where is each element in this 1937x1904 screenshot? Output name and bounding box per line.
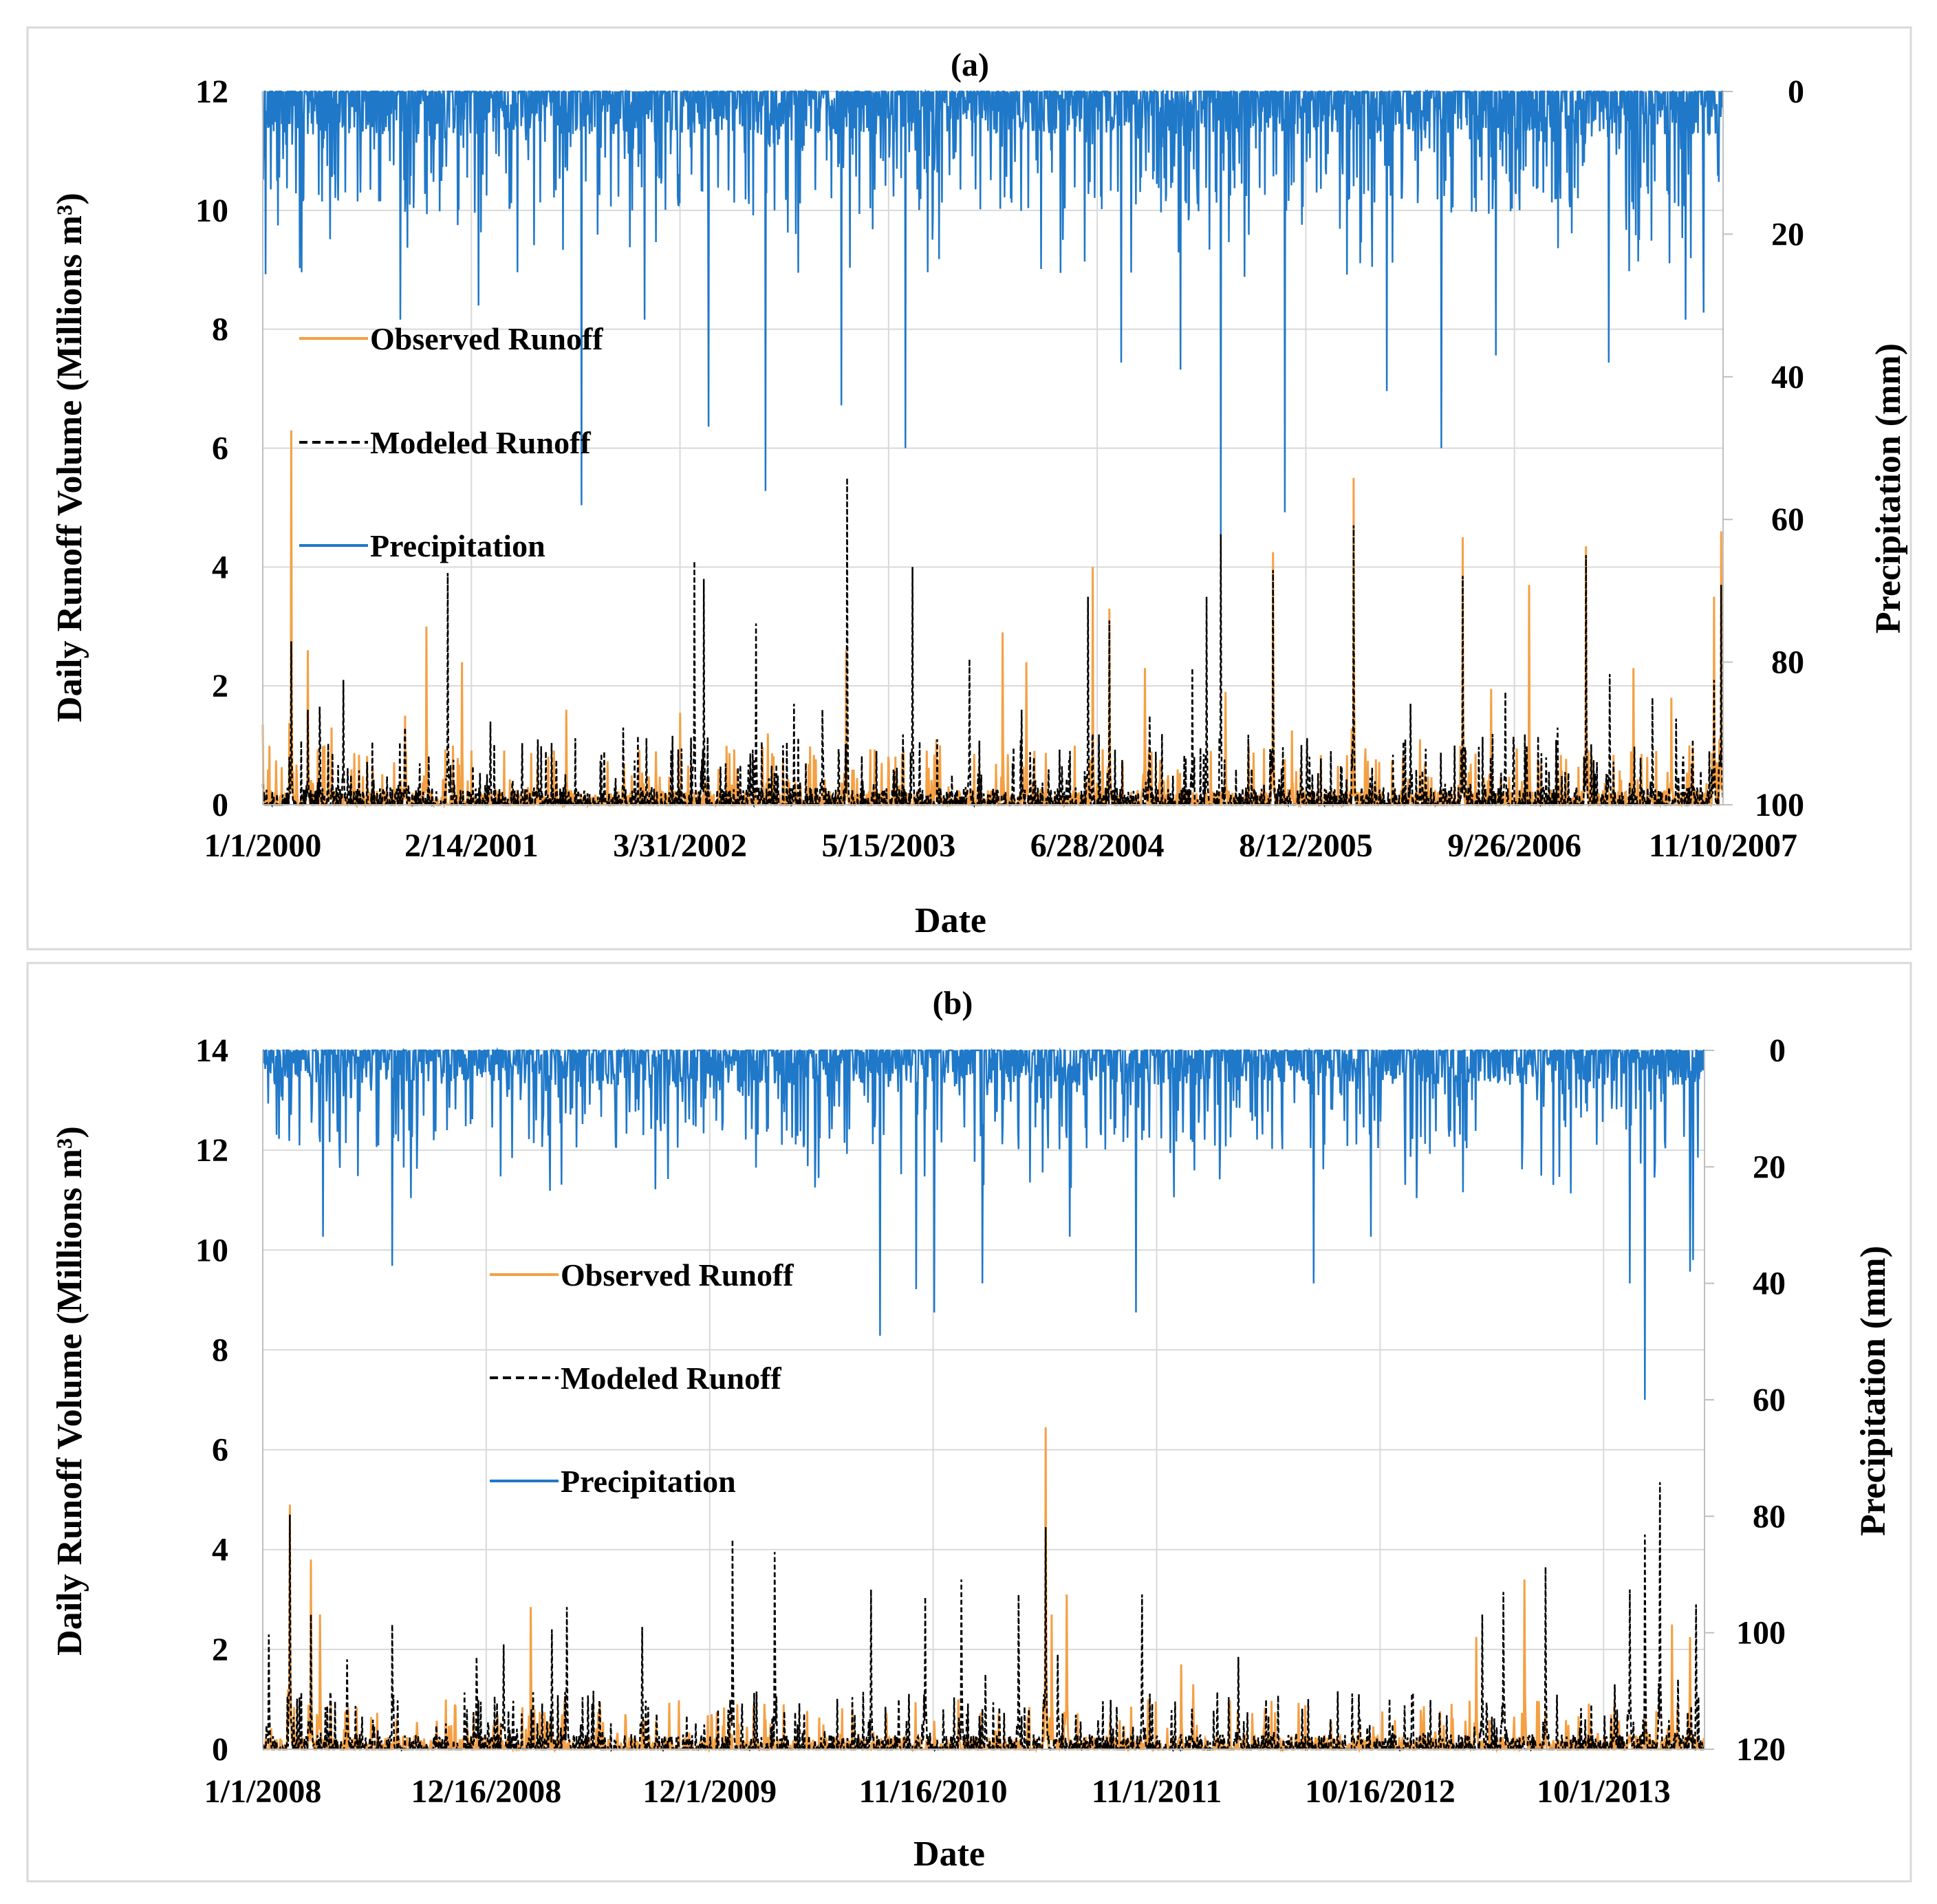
x-tick-label: 6/28/2004 <box>1030 827 1165 864</box>
legend-precip-label: Precipitation <box>370 528 545 563</box>
panel-a: (a) 0 2 4 6 8 10 12 0 20 40 60 80 100 1/1/2000 2/14/… <box>26 26 1912 951</box>
x-tick-label: 10/16/2012 <box>1305 1773 1456 1810</box>
y2-tick-label: 60 <box>1771 501 1804 538</box>
y2-tick-label: 0 <box>1769 1032 1786 1069</box>
y2-tick-label: 80 <box>1753 1498 1786 1535</box>
panel-a-y-axis-title: Daily Runoff Volume (Millions m³) <box>50 193 89 722</box>
panel-a-legend: Observed Runoff Modeled Runoff Precipita… <box>299 321 603 563</box>
y2-tick-label: 20 <box>1753 1149 1786 1185</box>
y2-tick-label: 60 <box>1753 1382 1786 1418</box>
x-tick-label: 3/31/2002 <box>613 827 747 864</box>
precipitation-line <box>261 89 1723 541</box>
panel-b-precipitation-series <box>262 1047 1705 1400</box>
panel-a-title: (a) <box>951 47 989 83</box>
panel-b-border <box>26 962 1912 1883</box>
y-tick-label: 6 <box>212 431 228 467</box>
y2-tick-label: 80 <box>1771 645 1804 681</box>
x-tick-label: 11/10/2007 <box>1649 827 1797 864</box>
x-tick-label: 9/26/2006 <box>1447 827 1581 864</box>
y2-tick-label: 120 <box>1736 1731 1786 1768</box>
y2-tick-label: 100 <box>1736 1615 1786 1652</box>
x-tick-label: 8/12/2005 <box>1239 827 1373 864</box>
y2-tick-label: 100 <box>1755 787 1804 823</box>
y2-tick-label: 0 <box>1788 74 1804 110</box>
x-tick-label: 1/1/2008 <box>204 1773 322 1810</box>
y-tick-label: 8 <box>212 1332 228 1368</box>
panel-a-y2-ticks: 0 20 40 60 80 100 <box>1723 74 1804 823</box>
legend-modeled-label: Modeled Runoff <box>561 1361 781 1396</box>
panel-a-border <box>26 26 1912 951</box>
panel-b-x-axis-title: Date <box>913 1835 985 1874</box>
y-tick-label: 0 <box>212 1731 228 1768</box>
y-tick-label: 6 <box>212 1432 228 1469</box>
y2-tick-label: 40 <box>1753 1266 1786 1302</box>
y-tick-label: 10 <box>195 1232 228 1268</box>
y-tick-label: 4 <box>212 1532 228 1568</box>
y-tick-label: 12 <box>195 74 228 110</box>
y-tick-label: 8 <box>212 312 228 348</box>
panel-b-y-ticks: 0 2 4 6 8 10 12 14 <box>195 1032 228 1768</box>
precipitation-line <box>262 1047 1705 1400</box>
panel-b-y-axis-title: Daily Runoff Volume (Millions m³) <box>50 1126 89 1656</box>
y-tick-label: 12 <box>195 1132 228 1169</box>
panel-b-title: (b) <box>933 985 973 1021</box>
panel-b: (b) 0 2 4 6 8 10 12 14 0 20 40 60 80 100 120 1/1/2008… <box>26 962 1912 1883</box>
legend-precip-label: Precipitation <box>561 1464 736 1499</box>
x-tick-label: 5/15/2003 <box>822 827 956 864</box>
y-tick-label: 14 <box>195 1032 228 1069</box>
x-tick-label: 11/16/2010 <box>859 1773 1008 1810</box>
y-tick-label: 10 <box>195 193 228 229</box>
x-tick-label: 12/16/2008 <box>411 1773 562 1810</box>
panel-a-y2-axis-title: Precipitation (mm) <box>1869 343 1908 634</box>
x-tick-label: 11/1/2011 <box>1092 1773 1222 1810</box>
y2-tick-label: 20 <box>1771 216 1804 252</box>
panel-a-y-ticks: 0 2 4 6 8 10 12 <box>195 74 228 823</box>
x-tick-label: 10/1/2013 <box>1537 1773 1671 1810</box>
y2-tick-label: 40 <box>1771 359 1804 396</box>
x-tick-label: 12/1/2009 <box>642 1773 777 1810</box>
panel-b-legend: Observed Runoff Modeled Runoff Precipita… <box>490 1257 794 1499</box>
y-tick-label: 2 <box>212 668 228 704</box>
x-tick-label: 1/1/2000 <box>204 827 322 864</box>
y-tick-label: 2 <box>212 1632 228 1668</box>
y-tick-label: 0 <box>212 787 228 823</box>
panel-a-precipitation-series <box>261 89 1723 541</box>
x-tick-label: 2/14/2001 <box>404 827 539 864</box>
legend-modeled-label: Modeled Runoff <box>370 425 591 460</box>
legend-observed-label: Observed Runoff <box>370 321 603 356</box>
panel-a-axes <box>262 91 1724 805</box>
panel-a-x-ticks: 1/1/2000 2/14/2001 3/31/2002 5/15/2003 6/28/… <box>204 827 1797 864</box>
panel-a-x-axis-title: Date <box>915 901 986 940</box>
y-tick-label: 4 <box>212 549 228 585</box>
panel-b-y2-axis-title: Precipitation (mm) <box>1854 1246 1893 1536</box>
legend-observed-label: Observed Runoff <box>561 1257 794 1292</box>
panel-b-x-ticks: 1/1/2008 12/16/2008 12/1/2009 11/16/2010 11/… <box>204 1773 1671 1810</box>
panel-b-y2-ticks: 0 20 40 60 80 100 120 <box>1705 1032 1786 1768</box>
